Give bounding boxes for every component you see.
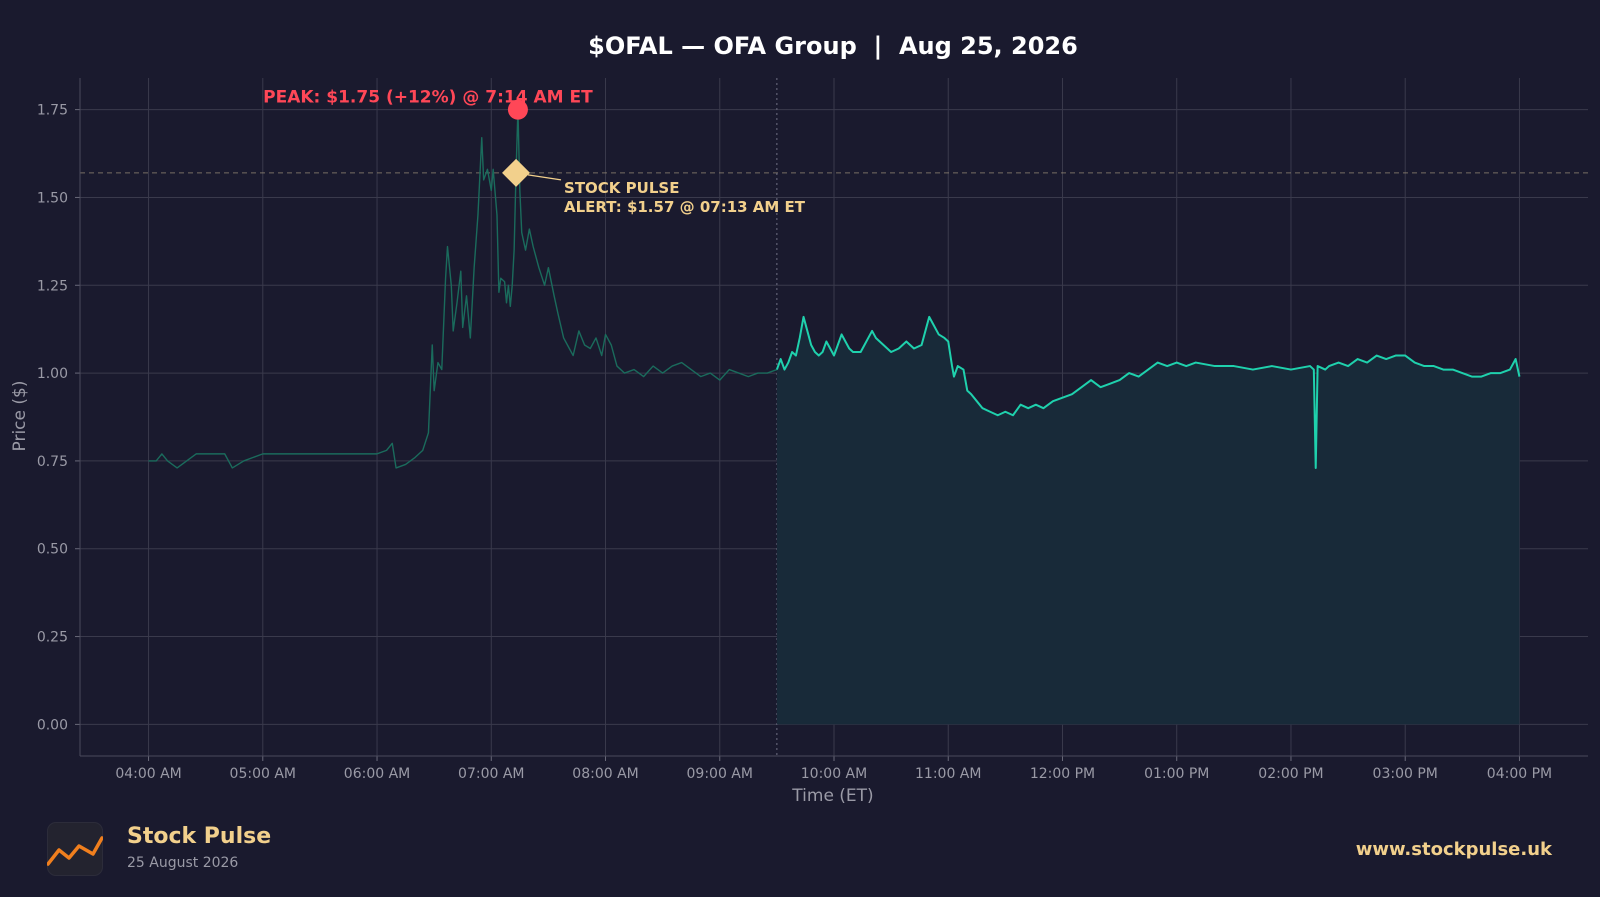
x-tick-label: 03:00 PM (1373, 766, 1438, 782)
y-tick-label: 0.50 (37, 542, 68, 558)
x-tick-label: 04:00 AM (115, 766, 181, 782)
line-layer (148, 108, 1521, 469)
premarket-line (148, 108, 778, 469)
y-axis-label: Price ($) (10, 381, 30, 452)
x-tick-label: 12:00 PM (1030, 766, 1095, 782)
axes (75, 78, 1588, 761)
y-tick-label: 0.25 (37, 630, 68, 646)
y-tick-label: 1.25 (37, 278, 68, 294)
alert-label-line1: STOCK PULSE (564, 179, 679, 197)
x-tick-label: 07:00 AM (458, 766, 524, 782)
peak-label: PEAK: $1.75 (+12%) @ 7:14 AM ET (263, 88, 593, 108)
stock-pulse-chart-icon (46, 836, 104, 866)
tick-labels: 04:00 AM 05:00 AM 06:00 AM 07:00 AM 08:00 AM… (37, 103, 1552, 782)
x-tick-label: 11:00 AM (915, 766, 981, 782)
footer-url[interactable]: www.stockpulse.uk (1355, 839, 1552, 860)
regular-session-area (776, 316, 1520, 725)
y-tick-label: 1.75 (37, 103, 68, 119)
x-tick-label: 05:00 AM (230, 766, 296, 782)
x-tick-label: 04:00 PM (1487, 766, 1552, 782)
y-tick-label: 1.50 (37, 190, 68, 206)
x-tick-label: 06:00 AM (344, 766, 410, 782)
x-tick-label: 02:00 PM (1258, 766, 1323, 782)
x-axis-label: Time (ET) (791, 786, 873, 806)
x-tick-label: 10:00 AM (801, 766, 867, 782)
alert-label-line2: ALERT: $1.57 @ 07:13 AM ET (564, 198, 806, 216)
stock-pulse-logo (46, 822, 104, 876)
area-layer (776, 316, 1520, 725)
x-tick-label: 09:00 AM (687, 766, 753, 782)
alert-leader-line (527, 174, 562, 181)
chart-title: $OFAL — OFA Group | Aug 25, 2026 (588, 32, 1078, 60)
y-tick-label: 0.00 (37, 717, 68, 733)
y-tick-label: 0.75 (37, 454, 68, 470)
peak-marker (507, 99, 528, 120)
annotations: PEAK: $1.75 (+12%) @ 7:14 AM ET STOCK PUL… (263, 88, 806, 216)
footer-brand: Stock Pulse (127, 824, 272, 849)
y-tick-label: 1.00 (37, 366, 68, 382)
alert-marker (502, 158, 531, 187)
footer-date: 25 August 2026 (127, 855, 239, 871)
x-tick-label: 08:00 AM (572, 766, 638, 782)
x-tick-label: 01:00 PM (1144, 766, 1209, 782)
regular-session-line (775, 315, 1521, 469)
